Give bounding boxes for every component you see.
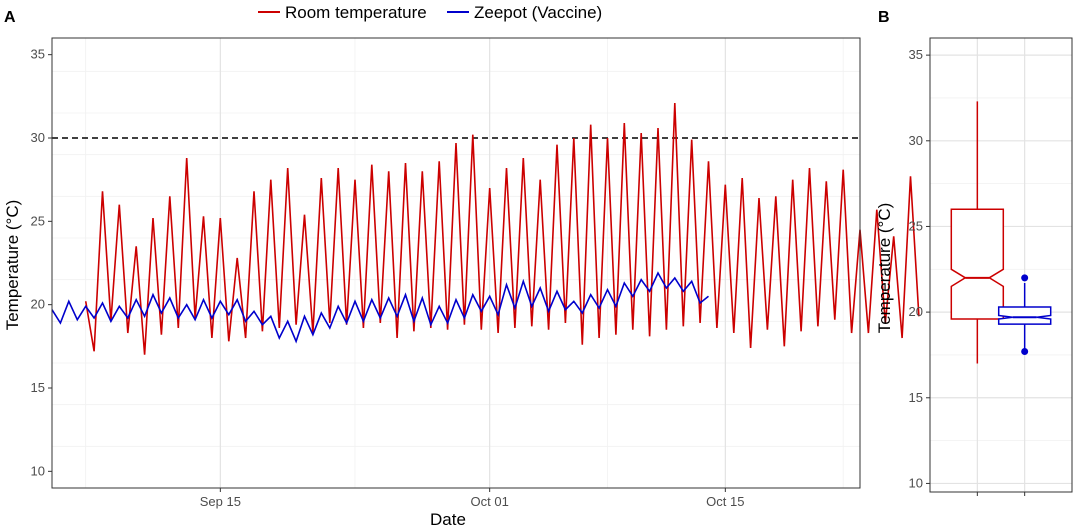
box-room-temperature bbox=[950, 101, 1005, 364]
panel-a-y-tick-label: 35 bbox=[31, 47, 45, 62]
panel-label-b: B bbox=[878, 9, 890, 26]
panel-a-y-tick-label: 10 bbox=[31, 463, 45, 478]
panel-b-y-axis-label: Temperature (°C) bbox=[875, 203, 894, 334]
panel-a-series bbox=[51, 102, 920, 355]
panel-a-x-axis-label: Date bbox=[430, 510, 466, 529]
panel-a-y-ticks: 10 15 20 25 30 35 bbox=[31, 47, 52, 478]
panel-b-y-tick-label: 15 bbox=[909, 390, 923, 405]
panel-a-y-tick-label: 30 bbox=[31, 130, 45, 145]
series-line-zeepot bbox=[51, 271, 709, 344]
panel-a-y-tick-label: 15 bbox=[31, 380, 45, 395]
panel-a-x-tick-label: Sep 15 bbox=[200, 494, 241, 509]
panel-a-x-tick-label: Oct 01 bbox=[471, 494, 509, 509]
outlier-point-zeepot bbox=[1021, 348, 1029, 356]
panel-b-y-tick-label: 35 bbox=[909, 47, 923, 62]
outlier-point-zeepot bbox=[1021, 274, 1029, 282]
legend-label-zeepot: Zeepot (Vaccine) bbox=[474, 3, 602, 22]
panel-a-y-tick-label: 20 bbox=[31, 297, 45, 312]
box-body-room-temperature bbox=[950, 208, 1005, 320]
panel-b-boxes bbox=[950, 101, 1052, 364]
panel-a-frame bbox=[51, 37, 861, 489]
panel-b-x-ticks bbox=[976, 492, 1026, 496]
panel-b-y-tick-label: 10 bbox=[909, 475, 923, 490]
panel-label-a: A bbox=[4, 9, 16, 26]
panel-b-frame bbox=[929, 37, 1073, 493]
box-body-zeepot bbox=[997, 306, 1052, 325]
panel-b-y-tick-label: 30 bbox=[909, 133, 923, 148]
legend: Room temperature Zeepot (Vaccine) bbox=[258, 3, 602, 22]
panel-a-y-tick-label: 25 bbox=[31, 213, 45, 228]
panel-a-line-chart: 10 15 20 25 30 35 Sep 15 Oct 01 Oct 15 Date Tem… bbox=[3, 37, 920, 529]
series-line-room-temperature bbox=[84, 102, 920, 355]
panel-a-gridlines bbox=[52, 38, 860, 489]
box-zeepot bbox=[997, 274, 1052, 356]
panel-b-y-tick-label: 25 bbox=[909, 218, 923, 233]
legend-label-room-temperature: Room temperature bbox=[285, 3, 427, 22]
panel-b-boxplot: 10 15 20 25 30 35 Temperature (°C) bbox=[875, 37, 1073, 496]
panel-a-x-tick-label: Oct 15 bbox=[706, 494, 744, 509]
panel-b-y-tick-label: 20 bbox=[909, 304, 923, 319]
panel-b-y-ticks: 10 15 20 25 30 35 bbox=[909, 47, 930, 490]
panel-a-x-ticks: Sep 15 Oct 01 Oct 15 bbox=[200, 488, 744, 509]
panel-a-y-axis-label: Temperature (°C) bbox=[3, 200, 22, 331]
